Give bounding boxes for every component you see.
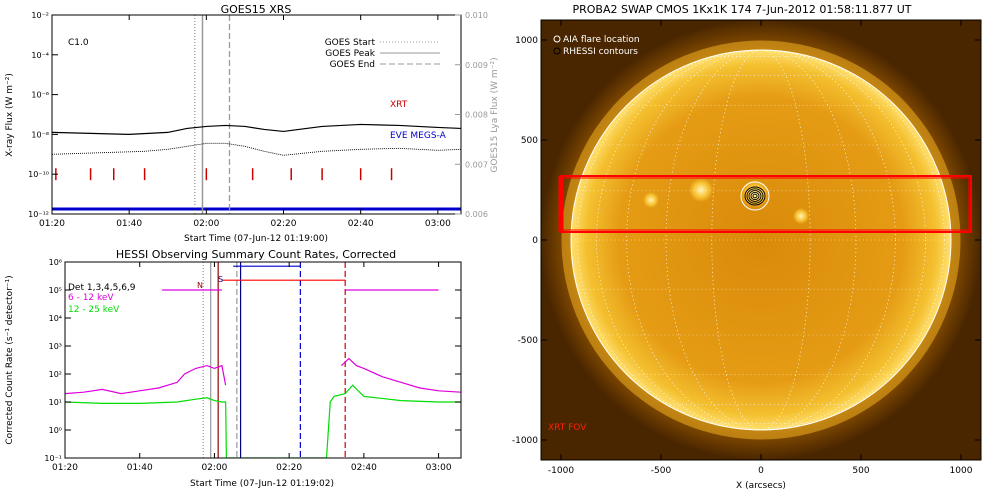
goes-title: GOES15 XRS [221, 3, 292, 16]
hessi-ylabel: Corrected Count Rate (s⁻¹ detector⁻¹) [5, 275, 15, 444]
swap-grid-longitude [665, 49, 857, 431]
swap-x-tick-label: 0 [758, 466, 764, 476]
swap-legend-rhessi: RHESSI contours [563, 47, 638, 57]
goes-y-tick-label: 10⁻¹² [28, 210, 49, 219]
goes-y2-tick-label: 0.008 [465, 111, 488, 120]
hessi-legend: Det 1,3,4,5,6,9 6 - 12 keV 12 - 25 keV [68, 283, 136, 315]
swap-fov-label: XRT FOV [548, 423, 587, 433]
hessi-y-tick-label: 10⁵ [49, 286, 62, 295]
swap-active-region [689, 178, 713, 202]
hessi-x-tick-label: 01:20 [52, 463, 78, 473]
hessi-y-tick-label: 10⁴ [49, 314, 62, 323]
goes-y2-tick-label: 0.006 [465, 210, 488, 219]
swap-aia-flare-marker [740, 181, 770, 211]
hessi-flag-n: N [197, 281, 203, 290]
swap-x-tick-label: -500 [651, 466, 672, 476]
hessi-frame [64, 261, 462, 459]
swap-legend-rhessi-marker [553, 47, 561, 55]
hessi-axes: 01:20 01:40 02:00 02:20 02:40 03:00 10⁶ 10⁵ 10⁴ 1… [44, 258, 461, 473]
hessi-y-tick-label: 10⁶ [49, 258, 62, 267]
goes-legend-start: GOES Start [325, 38, 376, 48]
hessi-y-tick-label: 10⁻¹ [44, 454, 62, 463]
swap-active-region [643, 192, 659, 208]
hessi-x-tick-label: 02:00 [201, 463, 227, 473]
swap-rhessi-contour [752, 193, 758, 199]
swap-y-tick-label: -500 [518, 336, 539, 346]
hessi-legend-high: 12 - 25 keV [68, 305, 120, 315]
goes-legend-end: GOES End [330, 60, 375, 70]
swap-legend-aia-marker [553, 35, 561, 43]
goes-ylabel: X-ray Flux (W m⁻²) [5, 73, 15, 157]
goes-class-label: C1.0 [68, 38, 89, 48]
goes-x-tick-label: 01:40 [116, 219, 142, 229]
swap-active-region [793, 208, 809, 224]
goes-y2-tick-label: 0.010 [465, 11, 488, 20]
goes-x-tick-label: 02:40 [348, 219, 374, 229]
hessi-y-tick-label: 10⁰ [49, 426, 62, 435]
goes-y-tick-label: 10⁻⁸ [31, 130, 49, 139]
swap-legend-aia: AIA flare location [563, 35, 640, 45]
goes-frame [51, 14, 462, 215]
swap-y-tick-label: 500 [521, 136, 538, 146]
swap-x-tick-label: 1000 [950, 466, 973, 476]
swap-y-tick-label: -1000 [512, 436, 538, 446]
goes-y-tick-label: 10⁻⁴ [31, 51, 49, 60]
swap-y-tick-label: 1000 [515, 36, 538, 46]
swap-solar-disk [571, 50, 951, 430]
swap-x-tick-label: -1000 [548, 466, 574, 476]
swap-rhessi-contour [744, 186, 766, 206]
goes-legend-peak: GOES Peak [325, 49, 375, 59]
hessi-flag-s: S [218, 275, 223, 284]
hessi-x-tick-label: 02:20 [276, 463, 302, 473]
goes-y-tick-label: 10⁻¹⁰ [28, 170, 49, 179]
swap-rhessi-contour [748, 190, 762, 202]
swap-axes: -1000 -500 0 500 1000 1000 500 0 -500 -1000 [512, 20, 981, 476]
hessi-panel: HESSI Observing Summary Count Rates, Cor… [5, 248, 462, 489]
swap-rhessi-contour [746, 188, 764, 204]
swap-rhessi-contour [750, 191, 760, 201]
hessi-y-tick-label: 10² [49, 370, 62, 379]
goes-y-tick-label: 10⁻⁶ [31, 91, 49, 100]
goes-ylabel-right: GOES15 Lya Flux (W m⁻²) [490, 57, 500, 172]
goes-x-tick-label: 03:00 [425, 219, 451, 229]
goes-x-tick-label: 02:00 [193, 219, 219, 229]
hessi-x-tick-label: 01:40 [127, 463, 153, 473]
goes-x-tick-label: 02:20 [271, 219, 297, 229]
goes-x-tick-label: 01:20 [39, 219, 65, 229]
swap-y-tick-label: 0 [532, 236, 538, 246]
swap-limb [570, 49, 952, 431]
swap-xlabel: X (arcsecs) [736, 481, 786, 491]
swap-x-tick-label: 500 [852, 466, 869, 476]
swap-title: PROBA2 SWAP CMOS 1Kx1K 174 7-Jun-2012 01… [572, 3, 911, 16]
goes-series-short [52, 142, 461, 156]
goes-xlabel: Start Time (07-Jun-12 01:19:00) [184, 234, 328, 244]
hessi-title: HESSI Observing Summary Count Rates, Cor… [116, 248, 396, 261]
goes-xrt-label: XRT [390, 100, 408, 110]
goes-panel: GOES15 XRS 01:20 01:40 02:00 02:20 02:40 03:0… [5, 3, 500, 244]
goes-y2-tick-label: 0.007 [465, 160, 488, 169]
goes-plot-area [52, 15, 461, 214]
goes-y2-tick-label: 0.009 [465, 61, 488, 70]
goes-legend: GOES Start GOES Peak GOES End [325, 38, 440, 70]
goes-series-long [52, 123, 461, 136]
hessi-x-tick-label: 02:40 [351, 463, 377, 473]
swap-image [558, 40, 972, 440]
hessi-series-line [341, 357, 461, 393]
hessi-x-tick-label: 03:00 [426, 463, 452, 473]
hessi-series-line [65, 384, 461, 458]
hessi-legend-det: Det 1,3,4,5,6,9 [68, 283, 136, 293]
hessi-y-tick-label: 10¹ [49, 398, 62, 407]
goes-y-tick-label: 10⁻² [31, 11, 49, 20]
swap-legend: AIA flare location RHESSI contours [553, 35, 640, 57]
hessi-series-line [65, 364, 227, 395]
goes-axes: 01:20 01:40 02:00 02:20 02:40 03:00 10⁻² 10⁻⁴ 10… [28, 11, 488, 229]
hessi-plot-area [65, 262, 461, 458]
hessi-legend-low: 6 - 12 keV [68, 293, 114, 303]
swap-panel: PROBA2 SWAP CMOS 1Kx1K 174 7-Jun-2012 01… [512, 3, 982, 491]
goes-eve-label: EVE MEGS-A [390, 131, 447, 141]
hessi-y-tick-label: 10³ [49, 342, 62, 351]
hessi-xlabel: Start Time (07-Jun-12 01:19:02) [190, 479, 334, 489]
